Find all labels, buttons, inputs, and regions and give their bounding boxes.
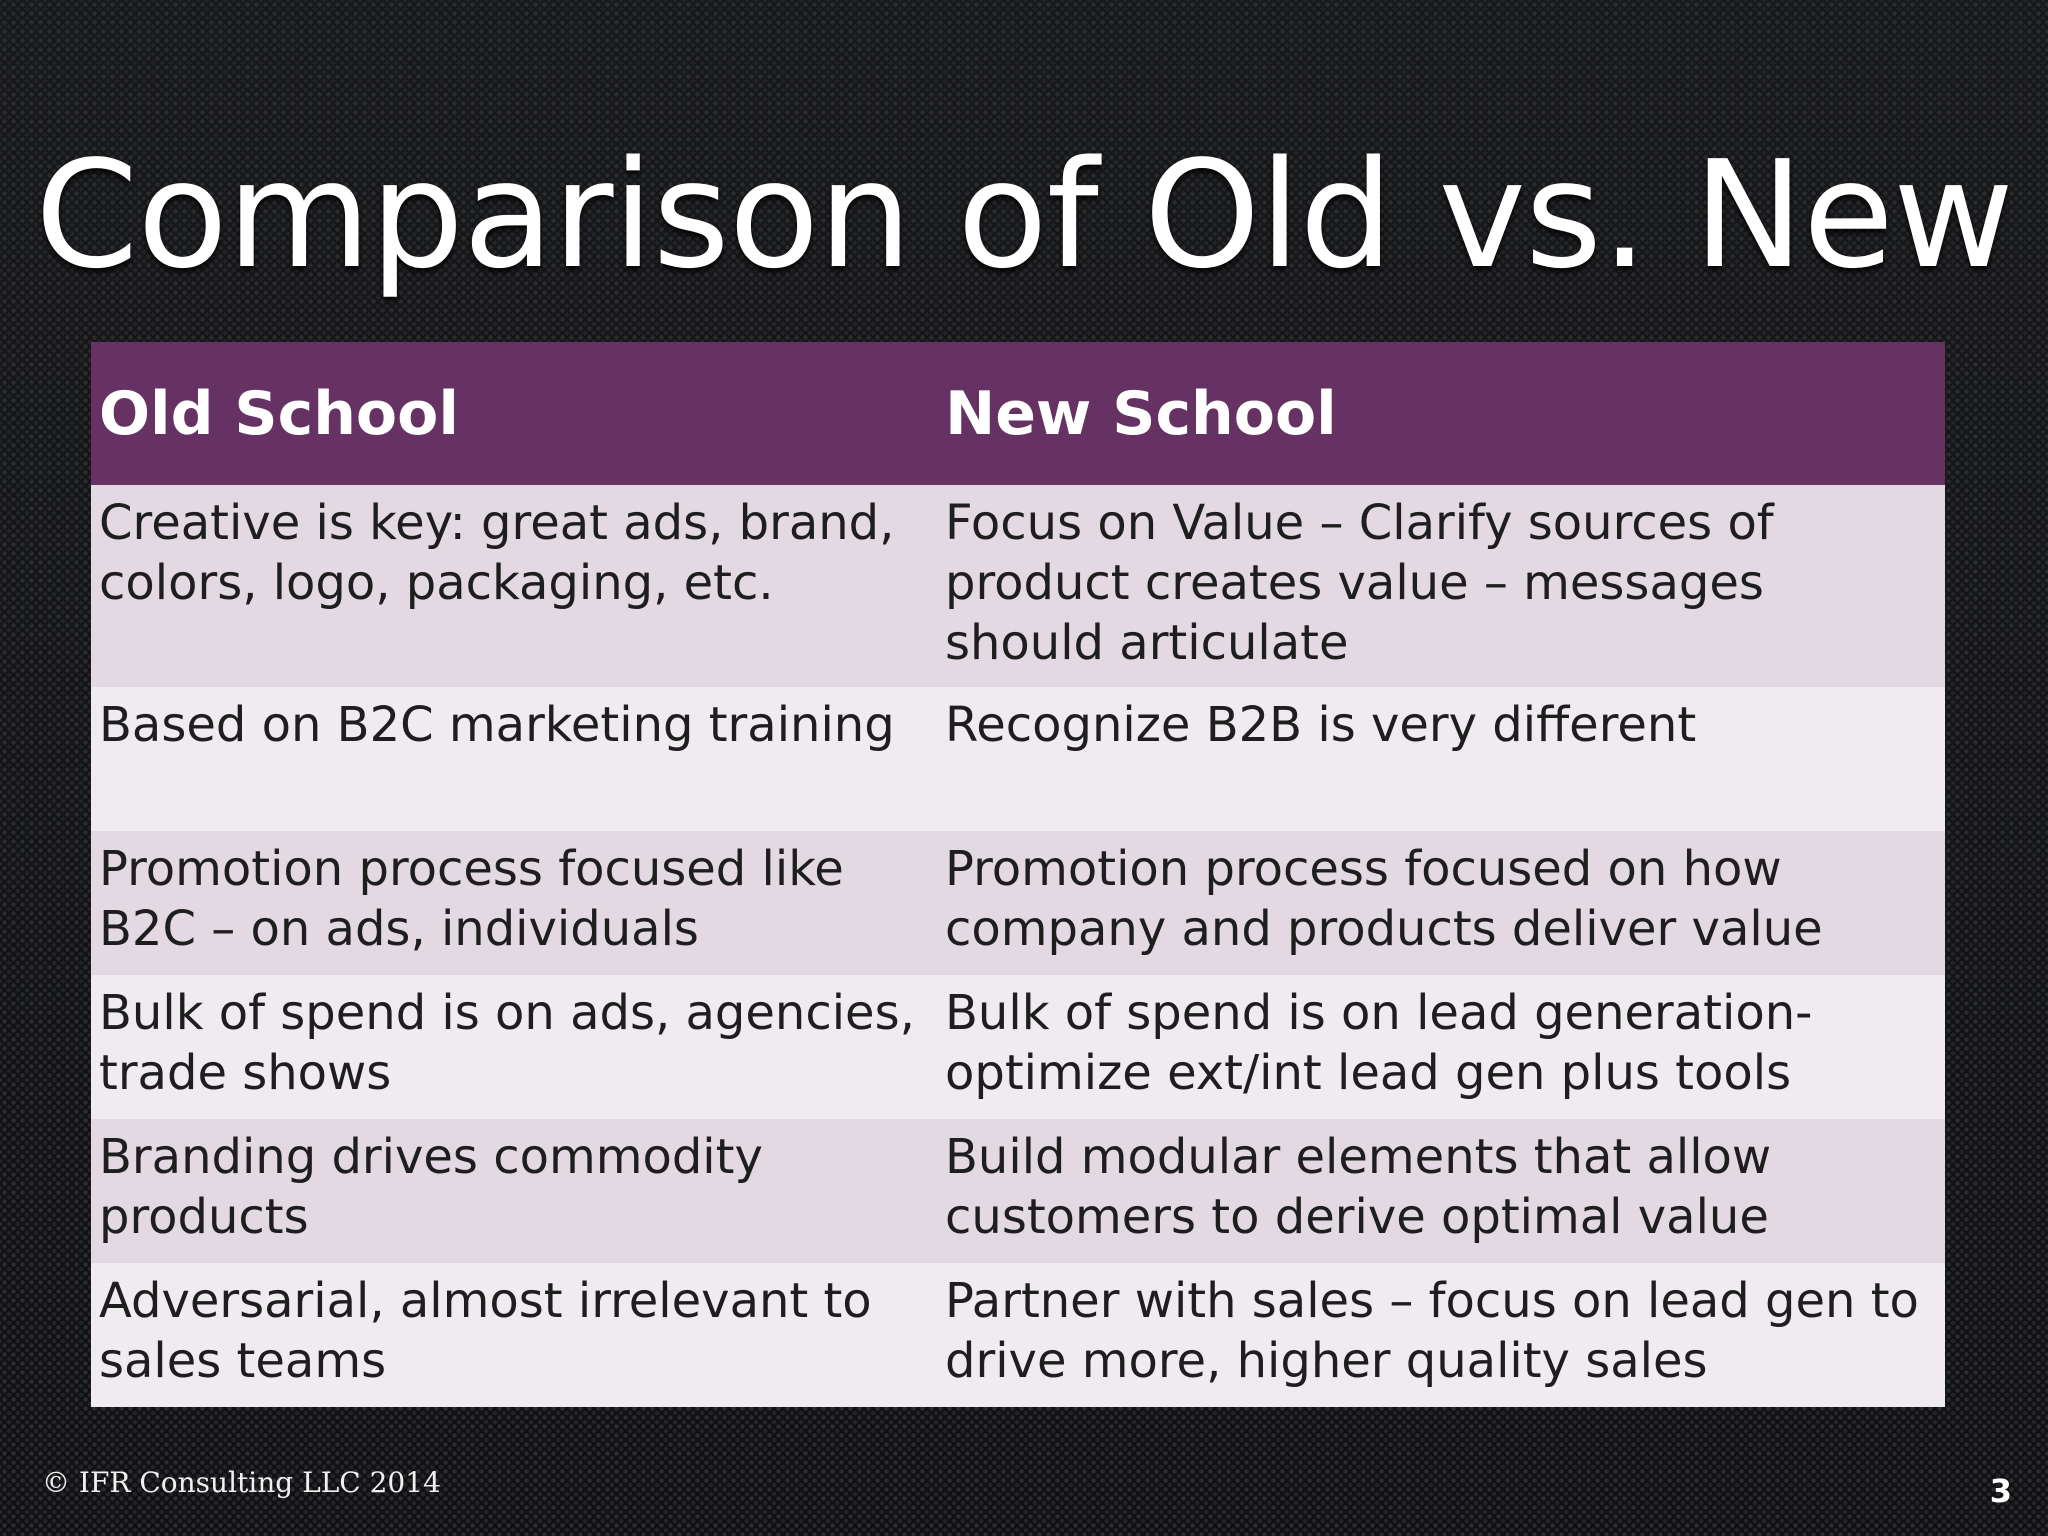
comparison-table-container: Old School New School Creative is key: g…	[91, 342, 1945, 1407]
table-row: Based on B2C marketing training Recogniz…	[91, 687, 1945, 831]
table-row: Bulk of spend is on ads, agencies, trade…	[91, 975, 1945, 1119]
old-school-cell: Creative is key: great ads, brand, color…	[91, 485, 937, 687]
new-school-cell: Partner with sales – focus on lead gen t…	[937, 1263, 1945, 1407]
table-row: Promotion process focused like B2C – on …	[91, 831, 1945, 975]
header-row: Old School New School	[91, 342, 1945, 485]
table-header: Old School New School	[91, 342, 1945, 485]
old-school-cell: Based on B2C marketing training	[91, 687, 937, 831]
old-school-cell: Branding drives commodity products	[91, 1119, 937, 1263]
new-school-cell: Recognize B2B is very different	[937, 687, 1945, 831]
new-school-cell: Focus on Value – Clarify sources of prod…	[937, 485, 1945, 687]
table-row: Adversarial, almost irrelevant to sales …	[91, 1263, 1945, 1407]
copyright-footer: © IFR Consulting LLC 2014	[42, 1466, 441, 1499]
new-school-cell: Promotion process focused on how company…	[937, 831, 1945, 975]
table-row: Branding drives commodity products Build…	[91, 1119, 1945, 1263]
header-old-school: Old School	[91, 342, 937, 485]
old-school-cell: Bulk of spend is on ads, agencies, trade…	[91, 975, 937, 1119]
old-school-cell: Adversarial, almost irrelevant to sales …	[91, 1263, 937, 1407]
table-row: Creative is key: great ads, brand, color…	[91, 485, 1945, 687]
new-school-cell: Build modular elements that allow custom…	[937, 1119, 1945, 1263]
comparison-table: Old School New School Creative is key: g…	[91, 342, 1945, 1407]
slide-title: Comparison of Old vs. New	[34, 129, 2014, 301]
new-school-cell: Bulk of spend is on lead generation- opt…	[937, 975, 1945, 1119]
table-body: Creative is key: great ads, brand, color…	[91, 485, 1945, 1407]
old-school-cell: Promotion process focused like B2C – on …	[91, 831, 937, 975]
page-number: 3	[1989, 1472, 2012, 1510]
header-new-school: New School	[937, 342, 1945, 485]
